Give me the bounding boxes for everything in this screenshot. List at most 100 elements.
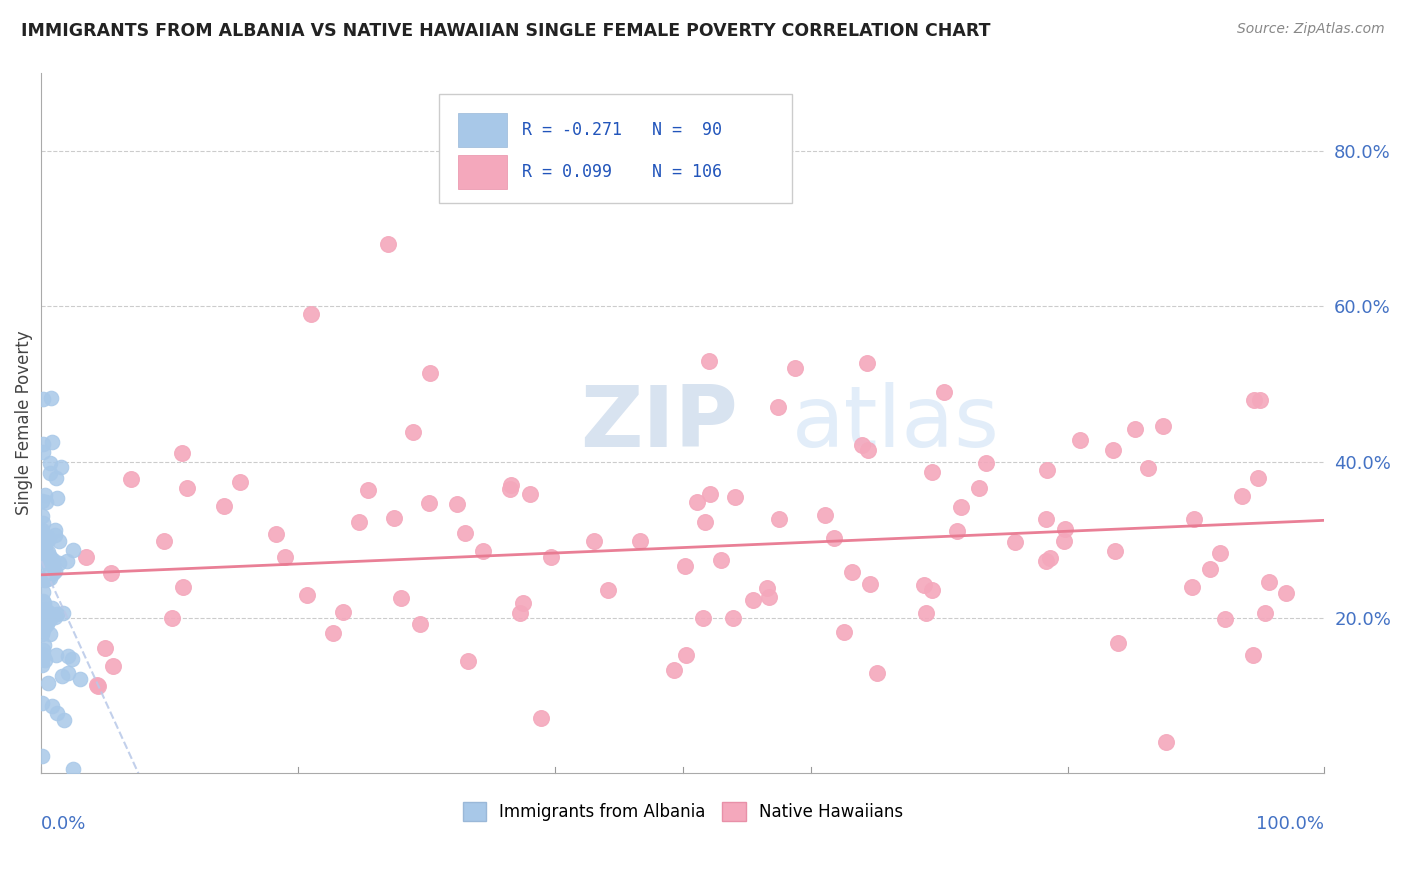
Point [1004,534,1026,549]
Point [37,605,59,619]
Point [45,648,67,662]
Point [31,516,53,530]
Point [686,494,709,508]
Point [93,640,115,655]
Point [45,491,67,505]
Point [32,585,55,599]
Point [69,672,91,686]
Point [34,602,56,616]
Point [1154,735,1177,749]
Point [38,565,60,579]
Point [377,237,399,252]
Point [382,510,405,524]
Point [212,500,235,514]
Point [31,526,53,541]
Point [758,590,780,604]
Point [264,527,287,541]
Point [1181,580,1204,594]
Point [692,611,714,625]
Point [37,533,59,547]
Point [32,594,55,608]
Point [297,588,319,602]
Point [34,556,56,570]
Legend: Immigrants from Albania, Native Hawaiians: Immigrants from Albania, Native Hawaiian… [456,796,910,828]
Point [834,624,856,639]
Point [48,534,70,549]
Point [710,553,733,567]
Point [673,558,696,573]
Point [34,619,56,633]
Point [32,529,55,543]
Point [34,574,56,588]
Point [356,483,378,497]
Point [914,606,936,620]
Point [35,495,58,509]
Point [31,545,53,559]
Point [856,443,879,458]
Point [38,611,60,625]
Text: 100.0%: 100.0% [1257,815,1324,833]
Point [101,658,124,673]
Point [41,698,63,713]
Point [1035,554,1057,568]
Point [1209,546,1232,560]
Point [1249,392,1271,407]
Point [44,609,66,624]
Point [768,511,790,525]
Point [34,653,56,667]
Point [347,515,370,529]
Point [1053,534,1076,549]
Point [322,626,344,640]
Point [86,678,108,692]
Point [1136,461,1159,475]
Point [32,392,55,406]
Point [51,669,73,683]
Point [32,444,55,458]
Point [41,435,63,450]
Point [1243,392,1265,407]
Point [42,558,65,572]
Point [695,515,717,529]
Point [509,606,531,620]
Point [721,610,744,624]
Point [38,571,60,585]
Point [418,495,440,509]
Point [32,553,55,567]
Point [969,481,991,495]
Point [31,626,53,640]
Point [1035,512,1057,526]
Point [160,611,183,625]
Point [37,572,59,586]
Point [45,471,67,485]
Text: R = -0.271   N =  90: R = -0.271 N = 90 [523,120,723,138]
Point [44,564,66,578]
Point [31,508,53,523]
FancyBboxPatch shape [458,155,508,188]
Point [976,456,998,470]
Point [402,425,425,440]
Point [32,595,55,609]
Text: atlas: atlas [792,382,1000,465]
Point [274,550,297,565]
Point [44,523,66,537]
Point [332,605,354,619]
Point [823,532,845,546]
Point [34,541,56,555]
Point [946,524,969,538]
Point [912,577,935,591]
Point [46,607,69,621]
Point [1069,434,1091,448]
Point [32,643,55,657]
Point [120,472,142,486]
Point [859,577,882,591]
Point [699,487,721,501]
Point [1123,422,1146,436]
Point [172,445,194,459]
Point [499,482,522,496]
Point [921,583,943,598]
Point [1247,471,1270,485]
Point [697,354,720,368]
Point [37,676,59,690]
Text: IMMIGRANTS FROM ALBANIA VS NATIVE HAWAIIAN SINGLE FEMALE POVERTY CORRELATION CHA: IMMIGRANTS FROM ALBANIA VS NATIVE HAWAII… [21,22,991,40]
Point [457,654,479,668]
